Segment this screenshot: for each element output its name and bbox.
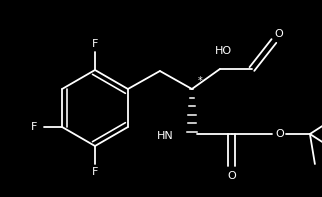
Text: HO: HO (215, 46, 232, 56)
Text: O: O (276, 129, 284, 139)
Text: HN: HN (157, 131, 174, 141)
Text: O: O (228, 171, 236, 181)
Text: *: * (197, 76, 202, 86)
Text: F: F (92, 39, 98, 49)
Text: O: O (275, 29, 283, 39)
Text: F: F (92, 167, 98, 177)
Text: F: F (31, 122, 37, 132)
